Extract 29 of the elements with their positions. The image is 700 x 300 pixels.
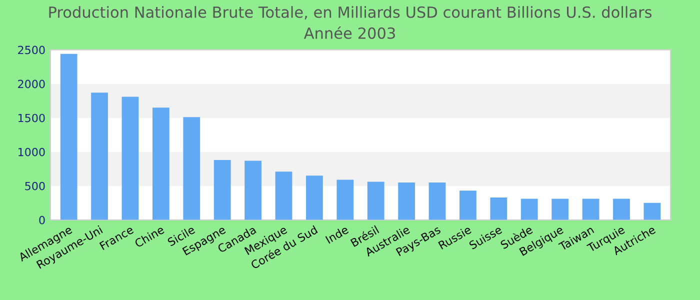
- bar: [306, 176, 323, 220]
- bar: [122, 96, 139, 220]
- y-tick-label: 1000: [18, 148, 45, 156]
- y-tick-label: 2000: [18, 80, 45, 88]
- bar: [275, 172, 292, 220]
- bar: [367, 182, 384, 220]
- bar: [244, 160, 262, 220]
- y-tick-label: 2500: [18, 46, 45, 54]
- chart-title: Production Nationale Brute Totale, en Milliards USD courant Billions U.S. dollars: [49, 6, 652, 20]
- bar: [428, 182, 446, 220]
- bar: [398, 182, 415, 220]
- x-tick-label: Inde: [325, 225, 349, 244]
- bar: [520, 198, 538, 220]
- bar: [152, 108, 170, 220]
- bar: [490, 197, 508, 220]
- bar: [91, 92, 108, 220]
- bar: [214, 160, 231, 220]
- bar: [582, 198, 600, 220]
- bar: [183, 117, 200, 220]
- bar: [613, 198, 630, 220]
- bar: [644, 202, 661, 220]
- bar: [336, 180, 354, 220]
- y-tick-label: 0: [39, 216, 45, 224]
- y-tick-label: 500: [25, 182, 45, 190]
- y-tick-label: 1500: [18, 114, 45, 122]
- bar: [460, 190, 476, 220]
- bar: [552, 198, 569, 220]
- bar: [60, 54, 78, 220]
- chart-subtitle: Année 2003: [304, 26, 395, 39]
